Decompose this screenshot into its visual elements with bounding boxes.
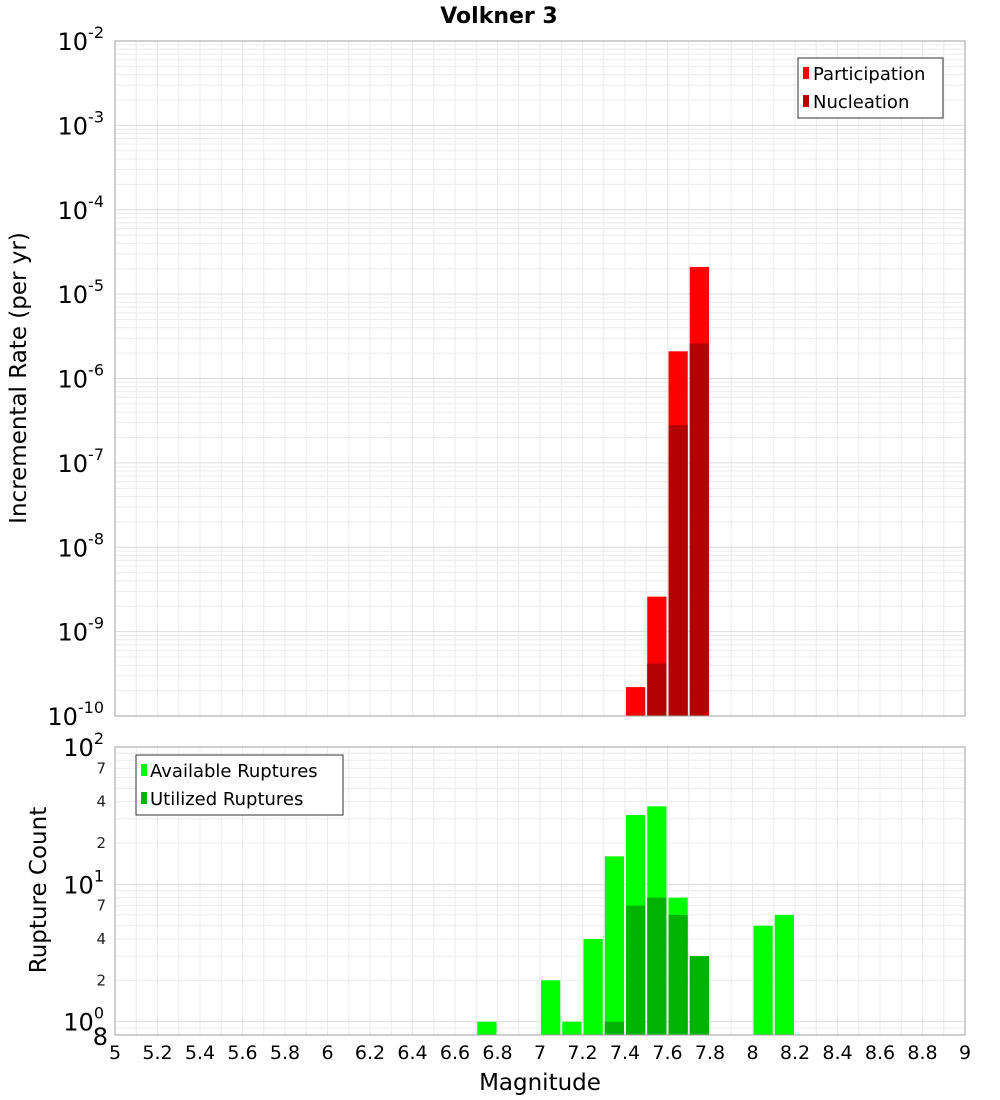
top-y-tick-label: 10-9 (58, 614, 105, 647)
frame-layer (114, 40, 966, 1036)
x-tick-label: 5 (109, 1042, 121, 1064)
chart-title: Volkner 3 (440, 4, 558, 29)
utilized-ruptures-legend-swatch (141, 792, 147, 804)
top-y-tick-label: 10-6 (58, 361, 105, 394)
bottom-bar-available-ruptures (774, 914, 794, 1035)
top-bar-nucleation (689, 343, 709, 716)
bottom-y-minor-tick-label: 7 (96, 759, 106, 777)
top-y-tick-label: 10-10 (47, 698, 104, 731)
top-y-tick-label: 10-7 (58, 445, 105, 478)
top-plot-frame (114, 40, 966, 717)
x-tick-label: 8 (746, 1042, 758, 1064)
bottom-bar-utilized-ruptures (626, 905, 646, 1035)
top-legend-box (797, 57, 944, 119)
bottom-y-axis-title: Rupture Count (26, 807, 52, 973)
bottom-plot-frame (114, 746, 966, 1036)
x-tick-label: 8.6 (865, 1042, 895, 1064)
bottom-bar-available-ruptures (541, 980, 561, 1035)
top-y-axis-title: Incremental Rate (per yr) (6, 232, 32, 524)
top-y-tick-label: 10-3 (58, 107, 105, 140)
top-y-tick-label: 10-8 (58, 529, 105, 562)
bottom-bar-utilized-ruptures (668, 914, 688, 1035)
x-tick-label: 6.8 (482, 1042, 512, 1064)
bottom-y-minor-tick-label: 8 (93, 1023, 108, 1051)
top-bar-nucleation (647, 663, 667, 716)
bottom-bar-available-ruptures (753, 925, 773, 1035)
bottom-y-tick-label: 101 (63, 866, 104, 899)
x-tick-label: 8.4 (822, 1042, 852, 1064)
bottom-bar-utilized-ruptures (647, 897, 667, 1035)
nucleation-legend-swatch (803, 95, 809, 107)
bar-layer (477, 266, 794, 1035)
bottom-y-minor-tick-label: 2 (96, 834, 106, 852)
x-tick-label: 6.4 (397, 1042, 427, 1064)
bottom-bar-available-ruptures (604, 856, 624, 1035)
x-tick-label: 6.2 (355, 1042, 385, 1064)
bottom-bar-available-ruptures (583, 939, 603, 1035)
top-y-tick-label: 10-4 (58, 192, 105, 225)
bottom-y-tick-label: 102 (63, 729, 104, 762)
x-tick-label: 7 (534, 1042, 546, 1064)
available-ruptures-legend-label: Available Ruptures (150, 761, 318, 782)
x-tick-label: 6 (321, 1042, 333, 1064)
bottom-y-minor-tick-label: 4 (96, 930, 106, 948)
bottom-y-minor-tick-label: 2 (96, 971, 106, 989)
x-tick-label: 5.2 (142, 1042, 172, 1064)
participation-legend-swatch (803, 67, 809, 79)
x-tick-label: 5.8 (270, 1042, 300, 1064)
bottom-y-tick-label: 100 (63, 1004, 104, 1037)
x-tick-label: 7.8 (695, 1042, 725, 1064)
bottom-legend-box (135, 754, 344, 816)
x-tick-label: 5.4 (185, 1042, 215, 1064)
top-y-tick-label: 10-5 (58, 276, 105, 309)
x-tick-label: 8.8 (907, 1042, 937, 1064)
top-bar-nucleation (668, 425, 688, 716)
x-tick-label: 9 (959, 1042, 971, 1064)
tick-layer: 10-10 10-9 10-8 10-7 10-6 10-5 10-4 10-3 10-2 100… (47, 23, 971, 1064)
bottom-y-minor-tick-label: 4 (96, 793, 106, 811)
top-y-tick-label: 10-2 (58, 23, 105, 56)
bottom-bar-utilized-ruptures (604, 1021, 624, 1035)
x-axis-title: Magnitude (479, 1070, 601, 1096)
bottom-legend: Available Ruptures Utilized Ruptures (135, 754, 344, 816)
x-tick-label: 5.6 (227, 1042, 257, 1064)
participation-legend-label: Participation (813, 64, 925, 85)
bottom-y-minor-tick-label: 7 (96, 897, 106, 915)
x-tick-label: 6.6 (440, 1042, 470, 1064)
x-tick-label: 7.4 (610, 1042, 640, 1064)
bottom-bar-available-ruptures (562, 1021, 582, 1035)
x-tick-label: 8.2 (780, 1042, 810, 1064)
bottom-bar-utilized-ruptures (689, 956, 709, 1035)
bottom-bar-available-ruptures (477, 1021, 497, 1035)
x-tick-label: 7.2 (567, 1042, 597, 1064)
utilized-ruptures-legend-label: Utilized Ruptures (150, 789, 303, 810)
top-bar-participation (626, 687, 646, 716)
available-ruptures-legend-swatch (141, 764, 147, 776)
x-tick-label: 7.6 (652, 1042, 682, 1064)
top-legend: Participation Nucleation (797, 57, 944, 119)
nucleation-legend-label: Nucleation (813, 92, 909, 113)
grid-layer (114, 40, 966, 1036)
